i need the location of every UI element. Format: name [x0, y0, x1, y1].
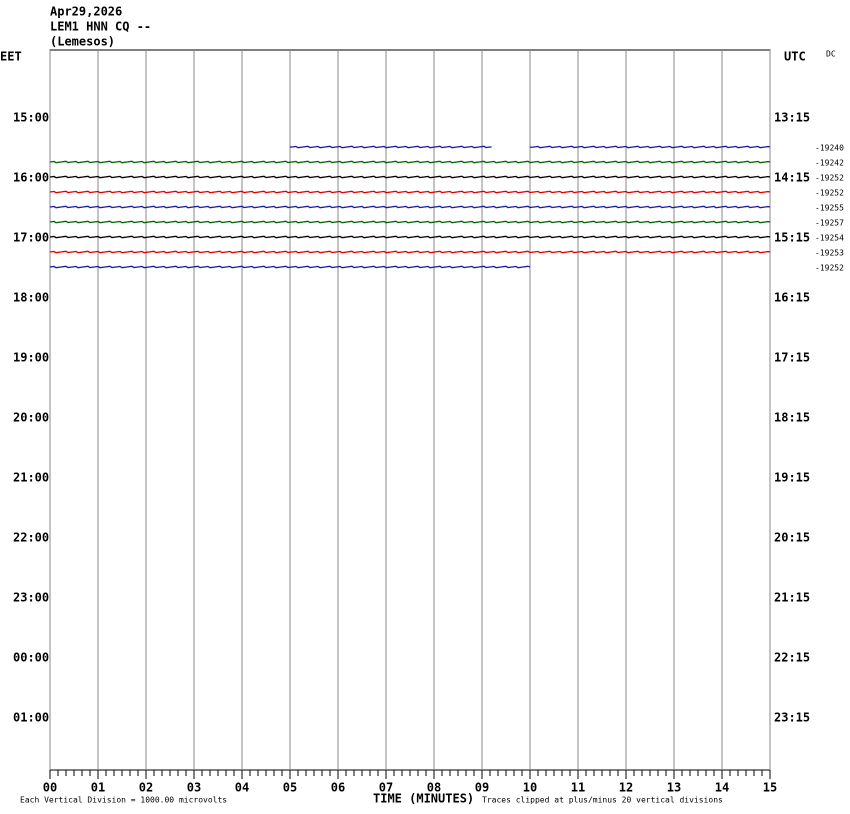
x-tick-label: 11 — [571, 781, 585, 795]
left-time-label: 22:00 — [13, 531, 49, 545]
dc-value: -19254 — [815, 234, 844, 243]
trace — [49, 160, 771, 164]
trace — [49, 220, 771, 224]
trace — [529, 145, 771, 149]
right-time-label: 23:15 — [774, 711, 810, 725]
right-axis-label: UTC — [784, 50, 806, 64]
trace — [49, 265, 531, 269]
left-time-label: 18:00 — [13, 291, 49, 305]
trace — [49, 235, 771, 239]
x-tick-label: 02 — [139, 781, 153, 795]
x-tick-label: 14 — [715, 781, 729, 795]
left-time-label: 15:00 — [13, 111, 49, 125]
date: Apr29,2026 — [50, 5, 122, 19]
x-tick-label: 15 — [763, 781, 777, 795]
left-time-label: 00:00 — [13, 651, 49, 665]
location: (Lemesos) — [50, 35, 115, 49]
right-time-label: 18:15 — [774, 411, 810, 425]
left-time-label: 16:00 — [13, 171, 49, 185]
clip-note: Traces clipped at plus/minus 20 vertical… — [482, 796, 723, 805]
dc-label: DC — [826, 50, 836, 59]
trace — [49, 205, 771, 209]
dc-value: -19252 — [815, 189, 844, 198]
trace — [49, 190, 771, 194]
right-time-label: 14:15 — [774, 171, 810, 185]
trace — [290, 145, 492, 149]
x-tick-label: 08 — [427, 781, 441, 795]
dc-value: -19252 — [815, 264, 844, 273]
x-tick-label: 09 — [475, 781, 489, 795]
trace — [49, 175, 771, 179]
x-tick-label: 00 — [43, 781, 57, 795]
x-tick-label: 03 — [187, 781, 201, 795]
x-tick-label: 13 — [667, 781, 681, 795]
dc-value: -19240 — [815, 144, 844, 153]
x-tick-label: 12 — [619, 781, 633, 795]
left-time-label: 17:00 — [13, 231, 49, 245]
trace — [49, 250, 771, 254]
x-tick-label: 04 — [235, 781, 249, 795]
right-time-label: 20:15 — [774, 531, 810, 545]
right-time-label: 15:15 — [774, 231, 810, 245]
right-time-label: 19:15 — [774, 471, 810, 485]
station: LEM1 HNN CQ -- — [50, 20, 151, 34]
x-tick-label: 05 — [283, 781, 297, 795]
dc-value: -19257 — [815, 219, 844, 228]
x-tick-label: 01 — [91, 781, 105, 795]
scale-note: Each Vertical Division = 1000.00 microvo… — [20, 796, 227, 805]
right-time-label: 22:15 — [774, 651, 810, 665]
left-time-label: 20:00 — [13, 411, 49, 425]
left-time-label: 01:00 — [13, 711, 49, 725]
x-tick-label: 10 — [523, 781, 537, 795]
plot-frame — [49, 49, 771, 771]
left-time-label: 23:00 — [13, 591, 49, 605]
x-tick-label: 06 — [331, 781, 345, 795]
dc-value: -19242 — [815, 159, 844, 168]
left-time-label: 19:00 — [13, 351, 49, 365]
right-time-label: 21:15 — [774, 591, 810, 605]
right-time-label: 13:15 — [774, 111, 810, 125]
dc-value: -19253 — [815, 249, 844, 258]
left-time-label: 21:00 — [13, 471, 49, 485]
right-time-label: 17:15 — [774, 351, 810, 365]
x-tick-label: 07 — [379, 781, 393, 795]
left-axis-label: EET — [0, 50, 22, 64]
right-time-label: 16:15 — [774, 291, 810, 305]
dc-value: -19252 — [815, 174, 844, 183]
dc-value: -19255 — [815, 204, 844, 213]
x-axis-label: TIME (MINUTES) — [373, 792, 474, 806]
